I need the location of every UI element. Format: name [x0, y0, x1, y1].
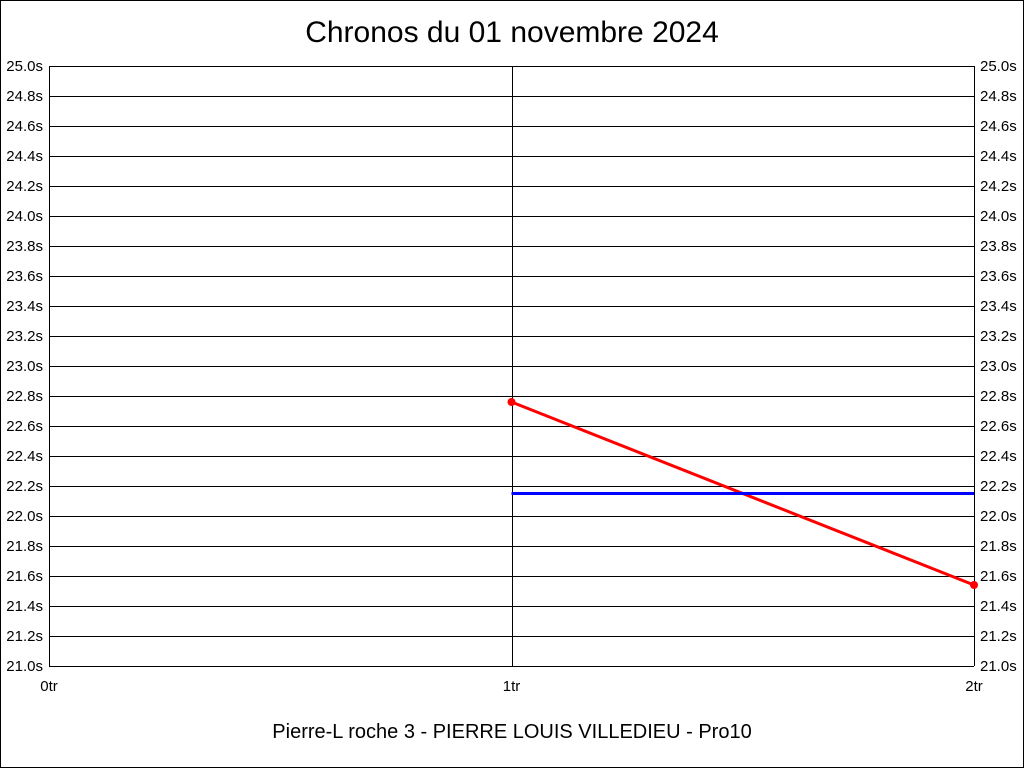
svg-text:23.4s: 23.4s	[980, 298, 1017, 315]
svg-text:21.8s: 21.8s	[980, 538, 1017, 555]
svg-text:23.2s: 23.2s	[980, 328, 1017, 345]
svg-text:21.6s: 21.6s	[980, 568, 1017, 585]
svg-text:24.0s: 24.0s	[980, 208, 1017, 225]
svg-text:24.2s: 24.2s	[6, 178, 43, 195]
svg-text:21.4s: 21.4s	[6, 598, 43, 615]
svg-text:1tr: 1tr	[503, 678, 521, 695]
svg-text:23.4s: 23.4s	[6, 298, 43, 315]
svg-text:23.6s: 23.6s	[6, 268, 43, 285]
svg-text:22.4s: 22.4s	[6, 448, 43, 465]
svg-text:24.8s: 24.8s	[980, 88, 1017, 105]
svg-text:21.0s: 21.0s	[6, 658, 43, 675]
svg-text:22.8s: 22.8s	[980, 388, 1017, 405]
svg-text:23.0s: 23.0s	[980, 358, 1017, 375]
svg-text:24.2s: 24.2s	[980, 178, 1017, 195]
svg-text:24.6s: 24.6s	[980, 118, 1017, 135]
svg-text:24.4s: 24.4s	[980, 148, 1017, 165]
svg-text:21.6s: 21.6s	[6, 568, 43, 585]
svg-text:22.6s: 22.6s	[980, 418, 1017, 435]
svg-text:22.6s: 22.6s	[6, 418, 43, 435]
svg-text:25.0s: 25.0s	[6, 58, 43, 75]
svg-text:24.6s: 24.6s	[6, 118, 43, 135]
svg-text:23.0s: 23.0s	[6, 358, 43, 375]
svg-text:22.2s: 22.2s	[6, 478, 43, 495]
svg-text:21.2s: 21.2s	[6, 628, 43, 645]
svg-text:21.4s: 21.4s	[980, 598, 1017, 615]
svg-text:23.8s: 23.8s	[980, 238, 1017, 255]
svg-text:23.2s: 23.2s	[6, 328, 43, 345]
svg-text:0tr: 0tr	[40, 678, 58, 695]
svg-text:23.6s: 23.6s	[980, 268, 1017, 285]
svg-text:22.0s: 22.0s	[980, 508, 1017, 525]
svg-text:22.0s: 22.0s	[6, 508, 43, 525]
svg-text:23.8s: 23.8s	[6, 238, 43, 255]
svg-text:21.8s: 21.8s	[6, 538, 43, 555]
svg-text:22.8s: 22.8s	[6, 388, 43, 405]
svg-text:22.4s: 22.4s	[980, 448, 1017, 465]
svg-text:22.2s: 22.2s	[980, 478, 1017, 495]
svg-text:25.0s: 25.0s	[980, 58, 1017, 75]
svg-text:24.8s: 24.8s	[6, 88, 43, 105]
svg-text:24.4s: 24.4s	[6, 148, 43, 165]
svg-text:24.0s: 24.0s	[6, 208, 43, 225]
svg-text:21.0s: 21.0s	[980, 658, 1017, 675]
svg-text:21.2s: 21.2s	[980, 628, 1017, 645]
svg-text:2tr: 2tr	[965, 678, 983, 695]
